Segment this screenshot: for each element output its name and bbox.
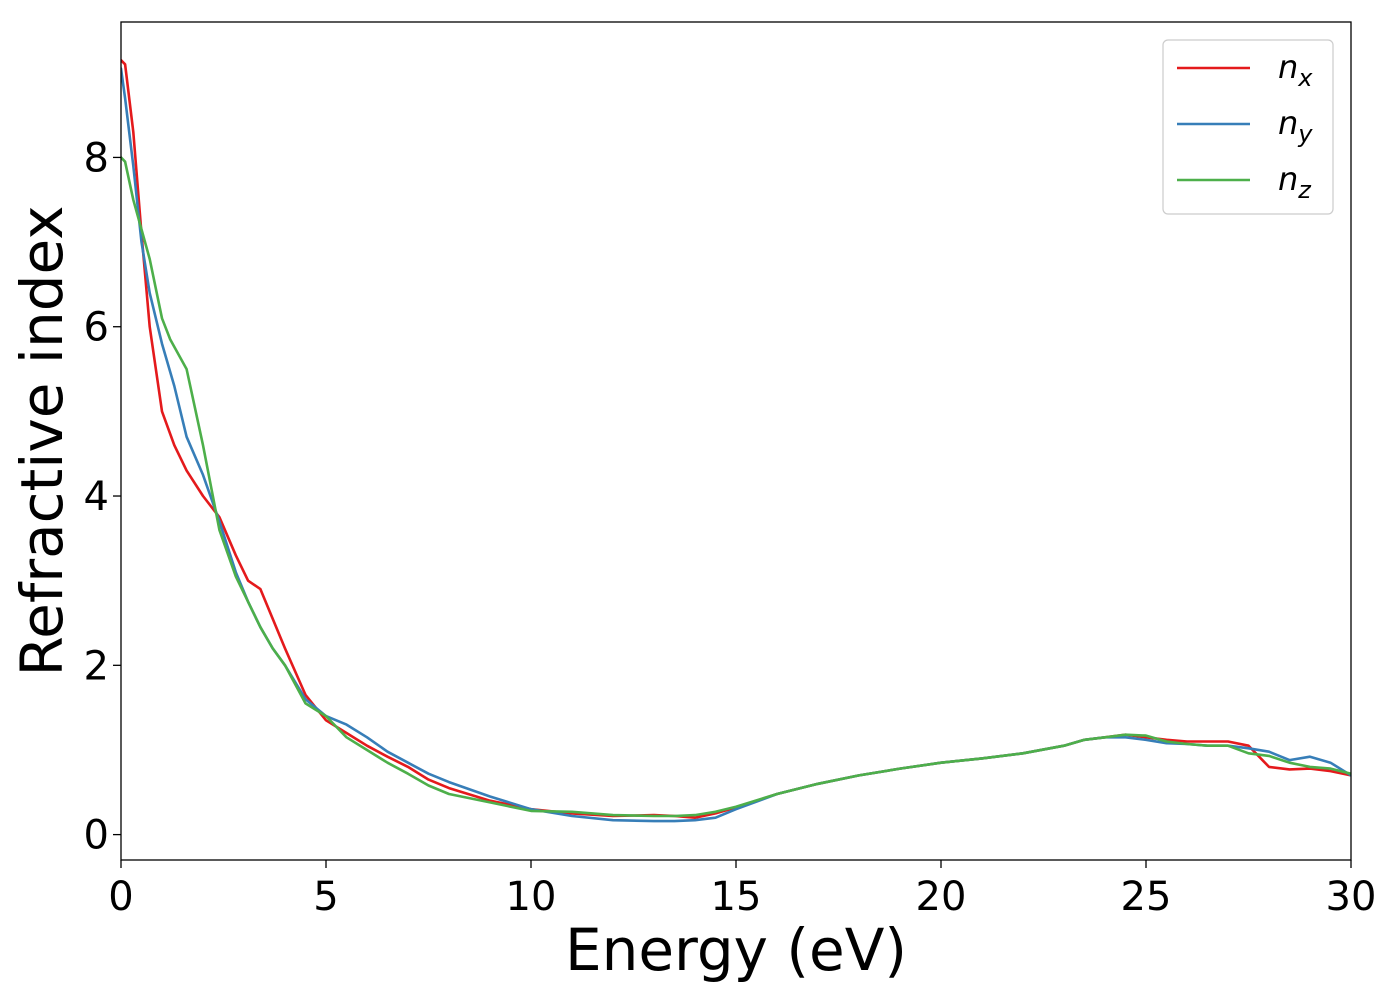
x-tick-label: 25 bbox=[1121, 874, 1172, 920]
x-tick-label: 15 bbox=[711, 874, 762, 920]
x-tick-label: 20 bbox=[916, 874, 967, 920]
y-tick-label: 8 bbox=[84, 135, 109, 181]
y-axis-title: Refractive index bbox=[8, 205, 76, 676]
y-tick-label: 4 bbox=[84, 474, 109, 520]
legend-box bbox=[1162, 39, 1334, 215]
x-tick-label: 0 bbox=[108, 874, 133, 920]
y-tick-label: 0 bbox=[84, 813, 109, 859]
y-tick-label: 6 bbox=[84, 305, 109, 351]
legend-label-z: nz bbox=[1278, 160, 1312, 204]
series-line-z bbox=[121, 156, 1351, 818]
x-tick-label: 10 bbox=[506, 874, 557, 920]
x-axis-title: Energy (eV) bbox=[565, 916, 907, 984]
y-tick-label: 2 bbox=[84, 643, 109, 689]
x-tick-label: 5 bbox=[313, 874, 338, 920]
series-layer bbox=[121, 58, 1351, 823]
legend: nx ny nz bbox=[1162, 39, 1334, 215]
legend-label-x: nx bbox=[1278, 48, 1313, 92]
legend-label-y: ny bbox=[1278, 104, 1313, 148]
y-axis: 0 2 4 6 8 bbox=[84, 135, 121, 859]
x-tick-label: 30 bbox=[1326, 874, 1377, 920]
x-axis: 0 5 10 15 20 25 30 bbox=[108, 860, 1376, 920]
